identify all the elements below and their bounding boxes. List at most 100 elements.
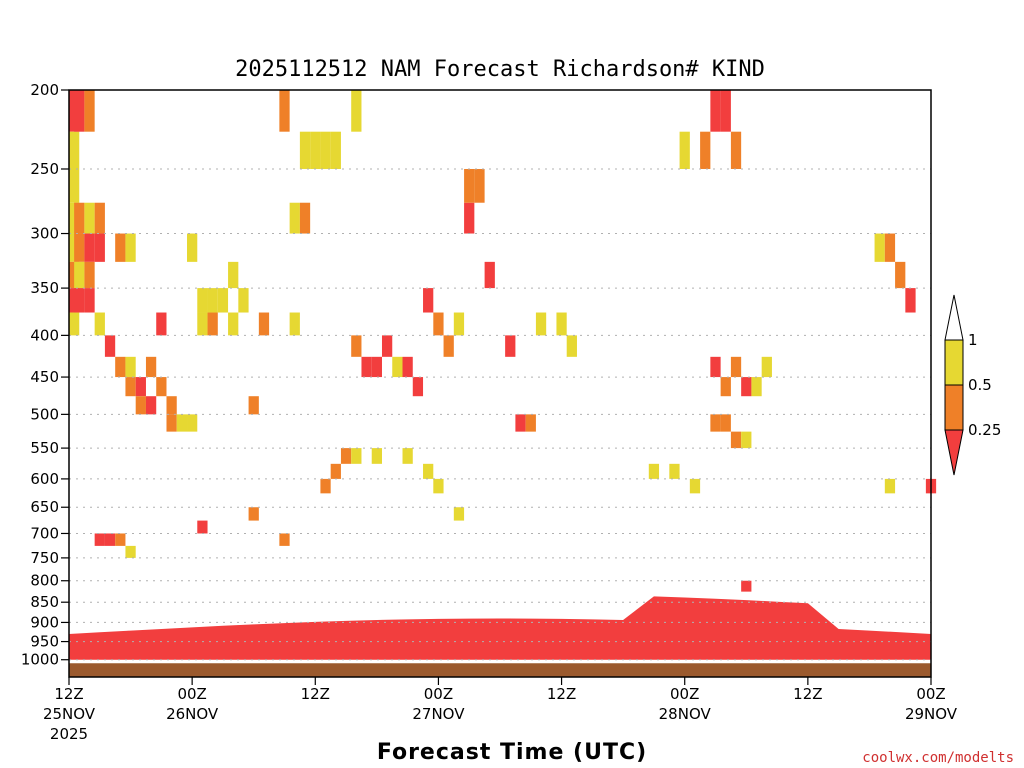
heatmap-cell: [453, 312, 465, 336]
heatmap-cell: [905, 288, 916, 313]
y-axis: 200 250 300 350 400 450 500 550 600 650 700 750 800 8…: [21, 81, 69, 669]
legend-swatch: [944, 384, 964, 431]
heatmap-cell: [700, 131, 711, 169]
heatmap-cell: [145, 396, 157, 415]
heatmap-cell: [145, 356, 157, 378]
heatmap-cell: [187, 233, 198, 262]
heatmap-cell: [84, 233, 95, 262]
y-tick-label: 200: [30, 81, 59, 99]
heatmap-cell: [402, 448, 413, 464]
legend-swatch: [944, 339, 964, 386]
heatmap-cell: [94, 312, 105, 336]
y-tick-label: 250: [30, 160, 59, 178]
heatmap-cell: [720, 377, 731, 397]
heatmap-cell: [84, 261, 95, 289]
y-tick-label: 1000: [21, 651, 59, 669]
heatmap-cell: [423, 463, 434, 479]
heatmap-cell: [310, 131, 321, 169]
heatmap-cell: [289, 312, 300, 336]
legend-bottom-arrow: [944, 429, 964, 476]
heatmap-cell: [761, 356, 772, 378]
heatmap-cell: [730, 431, 742, 449]
x-tick-date: 27NOV: [412, 705, 465, 723]
source-label: coolwx.com/modelts: [862, 750, 1014, 766]
heatmap-cell: [720, 90, 731, 132]
plot-frame: [68, 89, 932, 678]
ground-layer: [69, 663, 931, 677]
heatmap-cell: [340, 448, 352, 464]
x-tick-date: 25NOV: [43, 705, 96, 723]
heatmap-cell: [535, 312, 547, 336]
heatmap-cell: [125, 233, 136, 262]
heatmap-cell: [125, 356, 136, 378]
x-tick-label: 00Z: [916, 685, 945, 703]
x-tick-year: 2025: [50, 725, 88, 743]
x-tick-label: 00Z: [424, 685, 453, 703]
ground-fill: [69, 663, 931, 677]
heatmap-cell: [453, 507, 465, 521]
heatmap-cell: [402, 356, 413, 378]
legend: 1 0.5 0.25: [944, 294, 1001, 476]
heatmap-cell: [351, 335, 362, 357]
heatmap-cell: [74, 202, 85, 234]
heatmap-cell: [433, 478, 444, 494]
gridlines: [69, 168, 931, 661]
heatmap-cell: [156, 377, 167, 397]
heatmap-cell: [166, 414, 177, 432]
x-axis: 12Z 25NOV 2025 00Z 26NOV 12Z 00Z 27NOV 12Z 00Z 28N…: [43, 677, 958, 743]
x-tick-date: 29NOV: [905, 705, 958, 723]
y-tick-label: 600: [30, 470, 59, 488]
heatmap-cell: [741, 377, 752, 397]
heatmap-cell: [751, 377, 762, 397]
heatmap-cell: [412, 377, 424, 397]
heatmap-cell: [135, 396, 146, 415]
heatmap-cell: [361, 356, 372, 378]
heatmap-cell: [217, 288, 229, 313]
x-tick-label: 00Z: [177, 685, 206, 703]
y-tick-label: 300: [30, 225, 59, 243]
heatmap-cell: [710, 414, 721, 432]
heatmap-cell: [197, 312, 208, 336]
heatmap-cell: [679, 131, 690, 169]
heatmap-cell: [248, 507, 259, 521]
heatmap-cell: [135, 377, 146, 397]
heatmap-cell: [94, 202, 105, 234]
heatmap-cell: [125, 377, 136, 397]
heatmap-cell: [197, 520, 208, 534]
heatmap-cell: [423, 288, 434, 313]
heatmap-cell: [258, 312, 270, 336]
heatmap-cell: [505, 335, 516, 357]
heatmap-cell: [125, 545, 136, 558]
heatmap-cell: [884, 478, 896, 494]
heatmap-cell: [556, 312, 567, 336]
heatmap-cell: [330, 463, 341, 479]
boundary-layer-band: [69, 596, 931, 660]
heatmap-cell: [279, 90, 290, 132]
x-tick-date: 26NOV: [166, 705, 219, 723]
heatmap-cell: [669, 463, 680, 479]
heatmap-cell: [197, 288, 208, 313]
heatmap-cell: [566, 335, 577, 357]
heatmap-cell: [279, 533, 290, 546]
heatmap-cell: [433, 312, 444, 336]
legend-label: 0.5: [968, 376, 992, 394]
y-tick-label: 550: [30, 439, 59, 457]
heatmap-cell: [443, 335, 454, 357]
heatmap-cell: [115, 533, 126, 546]
heatmap-cell: [720, 414, 731, 432]
heatmap-cell: [115, 356, 126, 378]
heatmap-cell: [104, 533, 116, 546]
x-tick-label: 12Z: [301, 685, 330, 703]
heatmap-cell: [74, 90, 85, 132]
heatmap-cell: [730, 131, 742, 169]
y-tick-label: 850: [30, 593, 59, 611]
x-tick-label: 12Z: [547, 685, 576, 703]
heatmap-cell: [115, 233, 126, 262]
heatmap-cell: [730, 356, 742, 378]
heatmap-cell: [515, 414, 526, 432]
heatmap-cell: [351, 448, 362, 464]
x-tick-label: 12Z: [793, 685, 822, 703]
heatmap-cell: [69, 312, 80, 336]
heatmap-cell: [74, 288, 85, 313]
heatmap-cell: [84, 90, 95, 132]
